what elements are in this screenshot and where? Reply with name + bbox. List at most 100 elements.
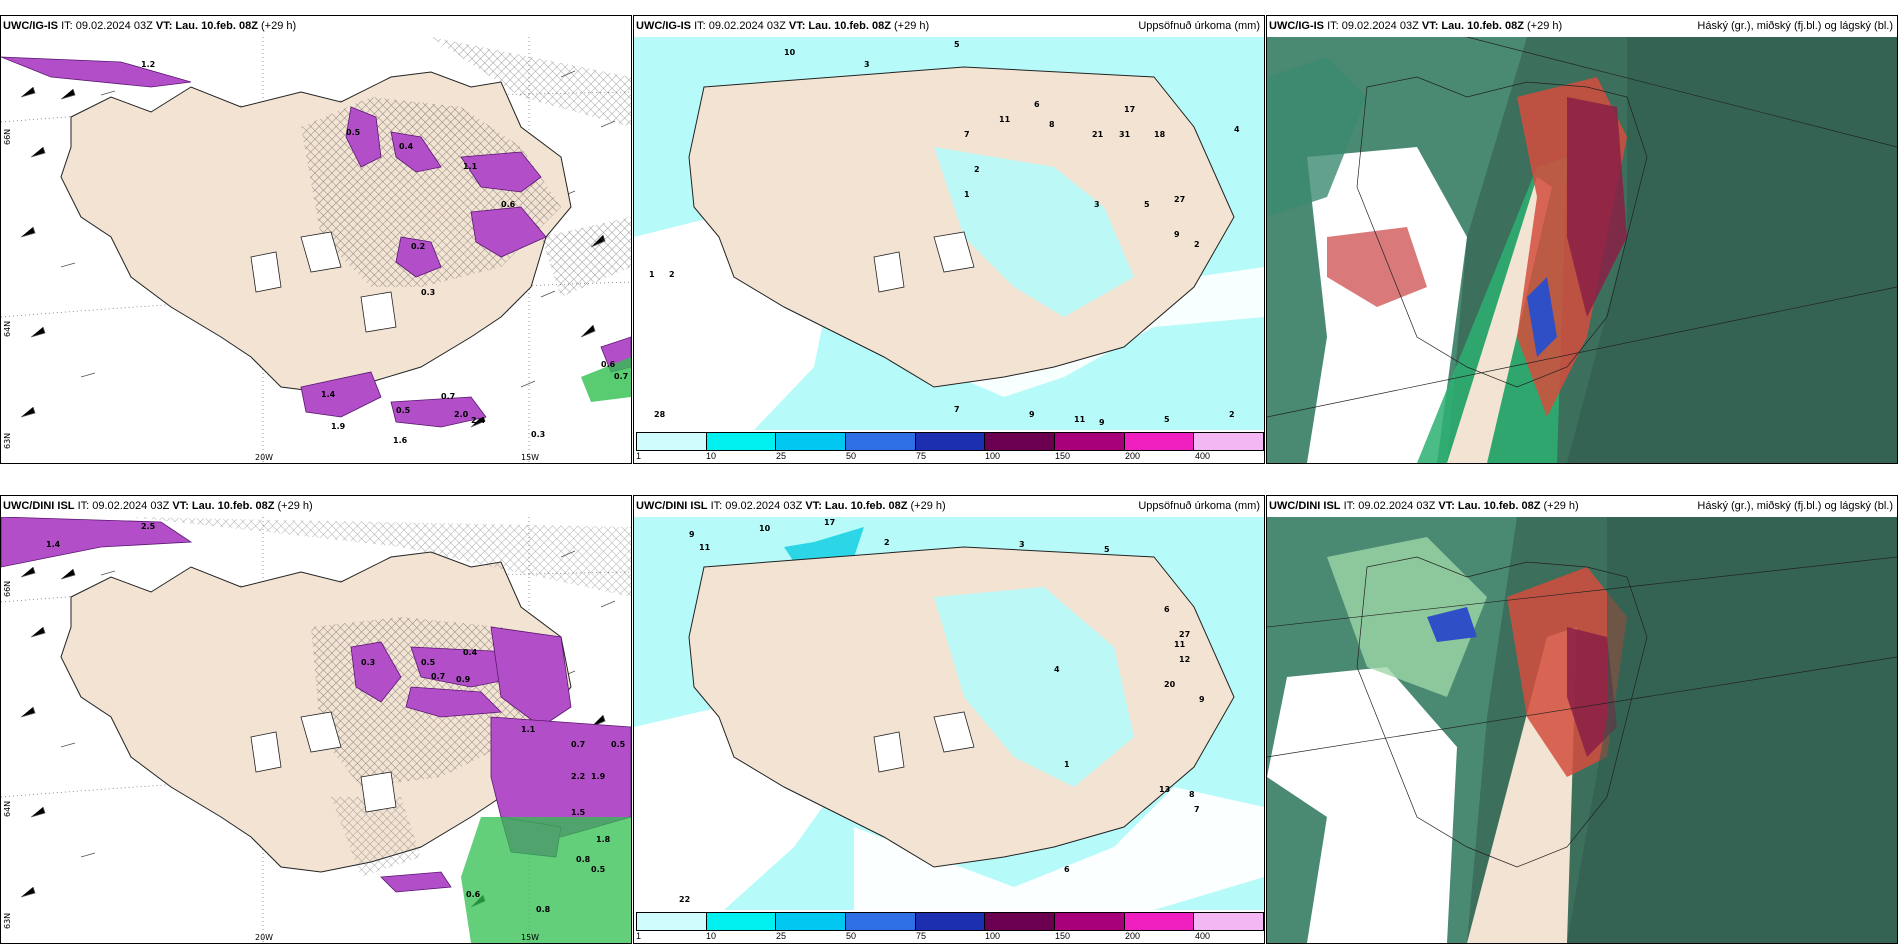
init-time: IT: 09.02.2024 03Z: [1343, 500, 1436, 512]
point-label: 0.8: [576, 855, 591, 864]
point-label: 0.6: [501, 200, 516, 209]
point-label: 6: [1064, 865, 1070, 874]
point-label: 0.7: [614, 372, 628, 381]
map-area[interactable]: 2.5 1.4 0.5 0.4 0.3 0.7 0.9 1.1 0.7 0.5 …: [1, 517, 631, 943]
lead-time: (+29 h): [894, 20, 930, 32]
point-label: 9: [689, 530, 695, 539]
point-label: 1.9: [591, 772, 606, 781]
colorbar-segment: [706, 433, 777, 450]
point-label: 4: [1054, 665, 1060, 674]
panel-top-right-clouds: UWC/IG-IS IT: 09.02.2024 03Z VT: Lau. 10…: [1266, 15, 1898, 464]
point-label: 0.3: [421, 288, 435, 297]
colorbar-label: 50: [846, 931, 857, 941]
panel-header: UWC/IG-IS IT: 09.02.2024 03Z VT: Lau. 10…: [1267, 16, 1897, 37]
map-area[interactable]: [1267, 517, 1897, 943]
colorbar-segment: [846, 913, 916, 930]
colorbar-segment: [706, 913, 777, 930]
map-area[interactable]: 0.5 0.4 1.1 0.6 0.2 0.3 1.4 0.5 0.7 1.9 …: [1, 37, 631, 463]
point-label: 2.0: [454, 410, 469, 419]
colorbar-segment: [1194, 913, 1264, 930]
panel-top-left-snow: UWC/IG-IS IT: 09.02.2024 03Z VT: Lau. 10…: [0, 15, 632, 464]
point-label: 1.1: [463, 162, 478, 171]
point-label: 0.6: [466, 890, 481, 899]
panel-header: UWC/IG-IS IT: 09.02.2024 03Z VT: Lau. 10…: [634, 16, 1264, 37]
model-name: UWC/DINI ISL: [1269, 500, 1341, 512]
point-label: 1: [649, 270, 655, 279]
colorbar-label: 200: [1125, 451, 1141, 461]
point-label: 21: [1092, 130, 1104, 139]
map-area[interactable]: 9 11 10 17 2 3 5 6 11 27 12 20 4 13 7 8 …: [634, 517, 1264, 910]
point-label: 2: [1229, 410, 1235, 419]
colorbar-labels: 1 10 25 50 75 100 150 200 400: [636, 931, 1264, 943]
lead-time: (+29 h): [1527, 20, 1563, 32]
precip-colorbar: [636, 912, 1264, 931]
point-label: 8: [1049, 120, 1055, 129]
lat-label: 64N: [3, 801, 12, 817]
point-label: 1.2: [141, 60, 155, 69]
point-label: 12: [1179, 655, 1190, 664]
point-label: 1.5: [571, 808, 586, 817]
init-time: IT: 09.02.2024 03Z: [694, 20, 786, 32]
point-label: 2: [884, 538, 890, 547]
point-label: 2: [1194, 240, 1200, 249]
point-label: 0.7: [431, 672, 445, 681]
panel-header: UWC/DINI ISL IT: 09.02.2024 03Z VT: Lau.…: [634, 496, 1264, 517]
point-label: 5: [1144, 200, 1150, 209]
map-svg: 10 3 5 11 6 8 17 21 31 18 4 7 2 1 3 5 27…: [634, 37, 1264, 430]
point-label: 4: [1234, 125, 1240, 134]
field-title: Uppsöfnuð úrkoma (mm): [1138, 20, 1260, 32]
valid-time: VT: Lau. 10.feb. 08Z: [172, 500, 275, 512]
colorbar-label: 75: [916, 451, 927, 461]
point-label: 8: [1189, 790, 1195, 799]
colorbar-segment: [776, 913, 847, 930]
point-label: 13: [1159, 785, 1170, 794]
map-area[interactable]: [1267, 37, 1897, 463]
map-svg: [1267, 517, 1897, 943]
point-label: 5: [1104, 545, 1110, 554]
colorbar-segment: [1124, 913, 1195, 930]
map-area[interactable]: 10 3 5 11 6 8 17 21 31 18 4 7 2 1 3 5 27…: [634, 37, 1264, 430]
lon-label: 20W: [255, 453, 273, 462]
map-svg: 9 11 10 17 2 3 5 6 11 27 12 20 4 13 7 8 …: [634, 517, 1264, 910]
colorbar-label: 25: [776, 931, 787, 941]
point-label: 0.5: [346, 128, 361, 137]
panel-top-mid-precip: UWC/IG-IS IT: 09.02.2024 03Z VT: Lau. 10…: [633, 15, 1265, 464]
colorbar-segment: [915, 913, 986, 930]
panel-bot-mid-precip: UWC/DINI ISL IT: 09.02.2024 03Z VT: Lau.…: [633, 495, 1265, 944]
point-label: 1.8: [596, 835, 611, 844]
colorbar-segment: [637, 913, 707, 930]
colorbar-segment: [985, 433, 1056, 450]
init-time: IT: 09.02.2024 03Z: [710, 500, 803, 512]
colorbar-label: 150: [1055, 451, 1071, 461]
point-label: 22: [679, 895, 690, 904]
lat-label: 66N: [3, 581, 12, 597]
colorbar-labels: 1 10 25 50 75 100 150 200 400: [636, 451, 1264, 463]
colorbar-label: 50: [846, 451, 857, 461]
point-label: 9: [1029, 410, 1035, 419]
point-label: 0.4: [463, 648, 478, 657]
colorbar-segment: [1055, 913, 1125, 930]
colorbar-label: 100: [985, 451, 1001, 461]
colorbar-segment: [776, 433, 847, 450]
model-name: UWC/DINI ISL: [3, 500, 75, 512]
point-label: 0.6: [601, 360, 616, 369]
point-label: 3: [1094, 200, 1100, 209]
model-name: UWC/IG-IS: [3, 20, 58, 32]
lat-label: 63N: [3, 913, 12, 929]
point-label: 0.5: [611, 740, 626, 749]
point-label: 0.3: [361, 658, 375, 667]
point-label: 7: [1194, 805, 1200, 814]
point-label: 17: [1124, 105, 1135, 114]
colorbar-label: 25: [776, 451, 787, 461]
point-label: 20: [1164, 680, 1176, 689]
panel-header: UWC/DINI ISL IT: 09.02.2024 03Z VT: Lau.…: [1267, 496, 1897, 517]
point-label: 0.2: [411, 242, 425, 251]
point-label: 0.3: [531, 430, 545, 439]
model-name: UWC/DINI ISL: [636, 500, 708, 512]
lead-time: (+29 h): [261, 20, 297, 32]
point-label: 0.7: [571, 740, 585, 749]
point-label: 11: [999, 115, 1011, 124]
lead-time: (+29 h): [277, 500, 313, 512]
lead-time: (+29 h): [910, 500, 946, 512]
point-label: 2.5: [141, 522, 156, 531]
